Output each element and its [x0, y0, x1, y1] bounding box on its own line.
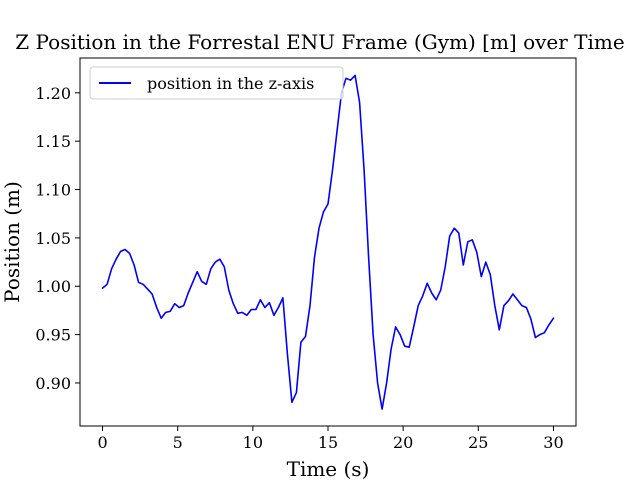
y-tick-label: 0.95	[35, 326, 71, 345]
x-tick-label: 15	[318, 433, 338, 452]
legend-label: position in the z-axis	[147, 74, 314, 93]
chart-title: Z Position in the Forrestal ENU Frame (G…	[15, 30, 624, 54]
x-tick-label: 0	[97, 433, 107, 452]
legend: position in the z-axis	[89, 66, 344, 100]
y-axis-ticks: 0.90 0.95 1.00 1.05 1.10 1.15 1.20	[35, 84, 80, 393]
y-tick-label: 1.00	[35, 277, 71, 296]
y-tick-label: 0.90	[35, 374, 71, 393]
x-tick-label: 30	[543, 433, 563, 452]
y-tick-label: 1.05	[35, 229, 71, 248]
x-tick-label: 25	[468, 433, 488, 452]
y-axis-label: Position (m)	[0, 181, 24, 303]
legend-box	[89, 66, 344, 100]
y-tick-label: 1.15	[35, 132, 71, 151]
x-axis-label: Time (s)	[287, 457, 370, 480]
x-axis-ticks: 0 5 10 15 20 25 30	[97, 426, 564, 452]
x-tick-label: 5	[173, 433, 183, 452]
plot-frame	[79, 57, 577, 427]
y-tick-label: 1.10	[35, 181, 71, 200]
series-line	[101, 74, 555, 410]
x-tick-label: 10	[243, 433, 263, 452]
series-layer	[101, 74, 555, 410]
y-tick-label: 1.20	[35, 84, 71, 103]
x-tick-label: 20	[393, 433, 413, 452]
